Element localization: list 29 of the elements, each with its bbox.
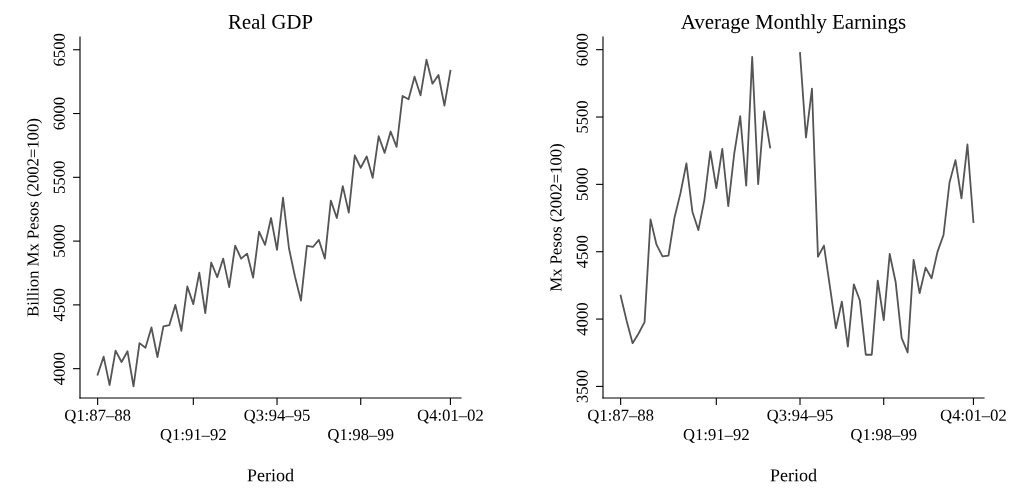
y-tick-label: 5500 xyxy=(53,161,65,194)
x-axis-title: Period xyxy=(770,468,817,482)
x-tick-label: Q3:94–95 xyxy=(767,409,833,424)
y-tick-label: 3500 xyxy=(576,370,588,403)
x-tick-label: Q4:01–02 xyxy=(940,409,1006,424)
y-tick-label: 6000 xyxy=(576,33,588,66)
y-axis-title: Billion Mx Pesos (2002=100) xyxy=(26,118,42,317)
y-axis-title: Mx Pesos (2002=100) xyxy=(549,144,565,292)
chart-title: Average Monthly Earnings xyxy=(681,14,906,34)
x-tick-label: Q1:91–92 xyxy=(160,429,226,443)
y-tick-label: 4500 xyxy=(53,288,65,322)
x-axis-title: Period xyxy=(247,468,294,482)
x-tick-label: Q1:98–99 xyxy=(851,429,917,443)
y-tick-label: 6500 xyxy=(53,33,65,66)
y-tick-label: 5500 xyxy=(576,100,588,133)
y-tick-label: 5000 xyxy=(576,168,588,201)
y-tick-label: 6000 xyxy=(53,97,65,130)
line-series xyxy=(96,58,452,388)
x-tick-label: Q1:98–99 xyxy=(328,429,394,443)
y-tick-label: 4000 xyxy=(53,352,65,385)
y-tick-label: 5000 xyxy=(53,225,65,257)
x-tick-label: Q3:94–95 xyxy=(244,409,310,424)
y-tick-label: 4000 xyxy=(576,303,588,336)
x-tick-label: Q4:01–02 xyxy=(417,409,483,424)
x-tick-label: Q1:87–88 xyxy=(587,409,654,424)
x-tick-label: Q1:91–92 xyxy=(683,429,749,443)
x-tick-label: Q1:87–88 xyxy=(64,409,131,424)
chart-title: Real GDP xyxy=(228,14,313,29)
y-tick-label: 4500 xyxy=(576,235,588,269)
